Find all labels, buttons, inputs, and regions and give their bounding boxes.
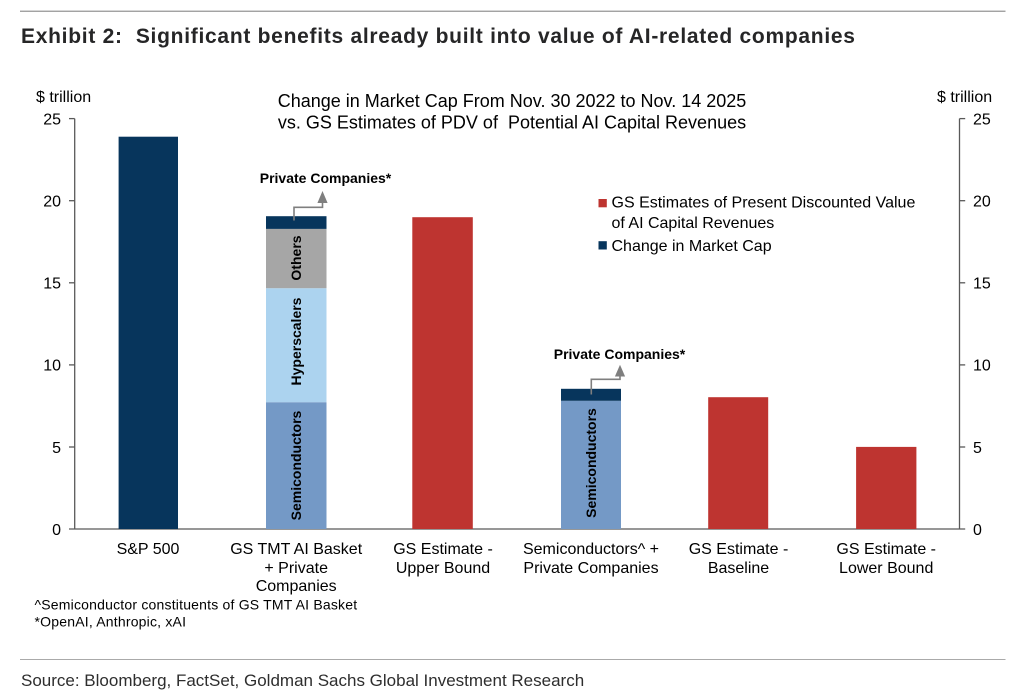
svg-text:Upper Bound: Upper Bound (396, 560, 490, 577)
svg-text:S&P 500: S&P 500 (117, 541, 180, 558)
svg-text:5: 5 (973, 440, 982, 457)
svg-text:20: 20 (973, 194, 991, 211)
svg-text:+ Private: + Private (264, 560, 328, 577)
svg-text:$ trillion: $ trillion (937, 89, 992, 106)
svg-text:15: 15 (43, 276, 61, 293)
svg-text:*OpenAI, Anthropic, xAI: *OpenAI, Anthropic, xAI (35, 614, 187, 630)
svg-text:Private Companies*: Private Companies* (554, 346, 686, 362)
svg-text:vs. GS Estimates of PDV of Po: vs. GS Estimates of PDV of Potential AI … (278, 113, 746, 133)
svg-text:$ trillion: $ trillion (36, 89, 91, 106)
svg-text:GS Estimate -: GS Estimate - (393, 541, 493, 558)
svg-text:Lower Bound: Lower Bound (839, 560, 933, 577)
svg-text:Baseline: Baseline (708, 560, 769, 577)
svg-text:^Semiconductor constituents of: ^Semiconductor constituents of GS TMT AI… (35, 597, 358, 613)
svg-text:Semiconductors: Semiconductors (288, 410, 304, 520)
svg-text:Private Companies*: Private Companies* (260, 170, 392, 186)
svg-text:Source: Bloomberg, FactSet, Go: Source: Bloomberg, FactSet, Goldman Sach… (21, 671, 584, 690)
svg-text:10: 10 (973, 358, 991, 375)
svg-text:GS Estimates of Present Discou: GS Estimates of Present Discounted Value (612, 195, 916, 212)
svg-text:20: 20 (43, 194, 61, 211)
svg-text:GS TMT AI Basket: GS TMT AI Basket (230, 541, 362, 558)
svg-text:Hyperscalers: Hyperscalers (288, 297, 304, 385)
svg-text:Change in Market Cap From Nov.: Change in Market Cap From Nov. 30 2022 t… (278, 91, 747, 111)
svg-text:10: 10 (43, 358, 61, 375)
svg-text:Others: Others (288, 235, 304, 280)
svg-text:Companies: Companies (256, 578, 337, 595)
svg-text:25: 25 (43, 111, 61, 128)
svg-text:of AI Capital Revenues: of AI Capital Revenues (612, 215, 775, 232)
svg-text:Semiconductors: Semiconductors (583, 408, 599, 518)
svg-text:Change in Market Cap: Change in Market Cap (612, 238, 772, 255)
svg-text:GS Estimate -: GS Estimate - (836, 541, 936, 558)
svg-text:GS Estimate -: GS Estimate - (689, 541, 789, 558)
svg-text:25: 25 (973, 111, 991, 128)
svg-text:Private Companies: Private Companies (523, 560, 658, 577)
svg-text:5: 5 (52, 440, 61, 457)
svg-text:15: 15 (973, 276, 991, 293)
svg-text:Exhibit 2: Significant benefi: Exhibit 2: Significant benefits already … (21, 25, 856, 48)
svg-text:0: 0 (973, 522, 982, 539)
svg-text:0: 0 (52, 522, 61, 539)
svg-text:Semiconductors^ +: Semiconductors^ + (523, 541, 659, 558)
